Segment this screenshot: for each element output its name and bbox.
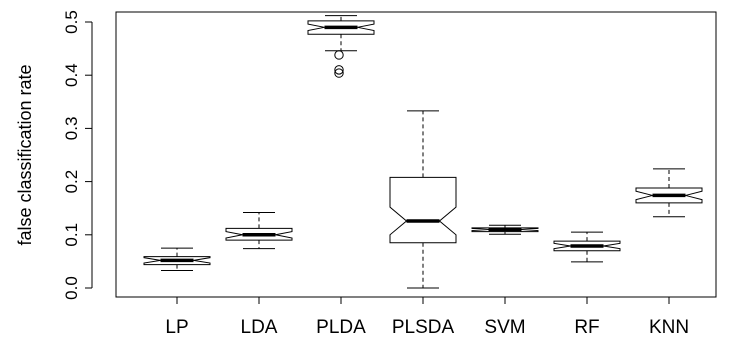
box-rf [553, 231, 621, 263]
box-plda [307, 15, 375, 78]
x-tick-label: SVM [484, 317, 525, 338]
y-tick-label: 0.2 [62, 170, 81, 194]
box-knn [635, 168, 703, 218]
x-tick-label: LP [165, 317, 188, 338]
y-tick-label: 0.5 [62, 10, 81, 34]
box-svm [471, 224, 539, 235]
x-tick-label: KNN [649, 317, 689, 338]
x-tick-label: RF [574, 317, 599, 338]
x-tick-label: PLSDA [392, 317, 455, 338]
box-lda [225, 211, 293, 250]
y-tick-label: 0.3 [62, 117, 81, 141]
x-tick-label: PLDA [316, 317, 366, 338]
y-tick-label: 0.4 [62, 63, 81, 87]
y-tick-label: 0.1 [62, 223, 81, 247]
box-plsda [389, 110, 457, 289]
x-axis: LP LDA PLDA PLSDA SVM RF KNN [165, 296, 689, 338]
box-series [143, 15, 703, 289]
x-tick-label: LDA [241, 317, 278, 338]
box-lp [143, 247, 211, 271]
plot-frame [115, 11, 717, 298]
outlier-point [334, 65, 344, 75]
y-tick-label: 0.0 [62, 276, 81, 300]
outlier-point [334, 68, 344, 78]
notched-box [389, 176, 457, 244]
outlier-point [334, 50, 344, 60]
y-axis: 0.0 0.1 0.2 0.3 0.4 0.5 [62, 10, 93, 300]
y-axis-title: false classification rate [15, 64, 35, 245]
